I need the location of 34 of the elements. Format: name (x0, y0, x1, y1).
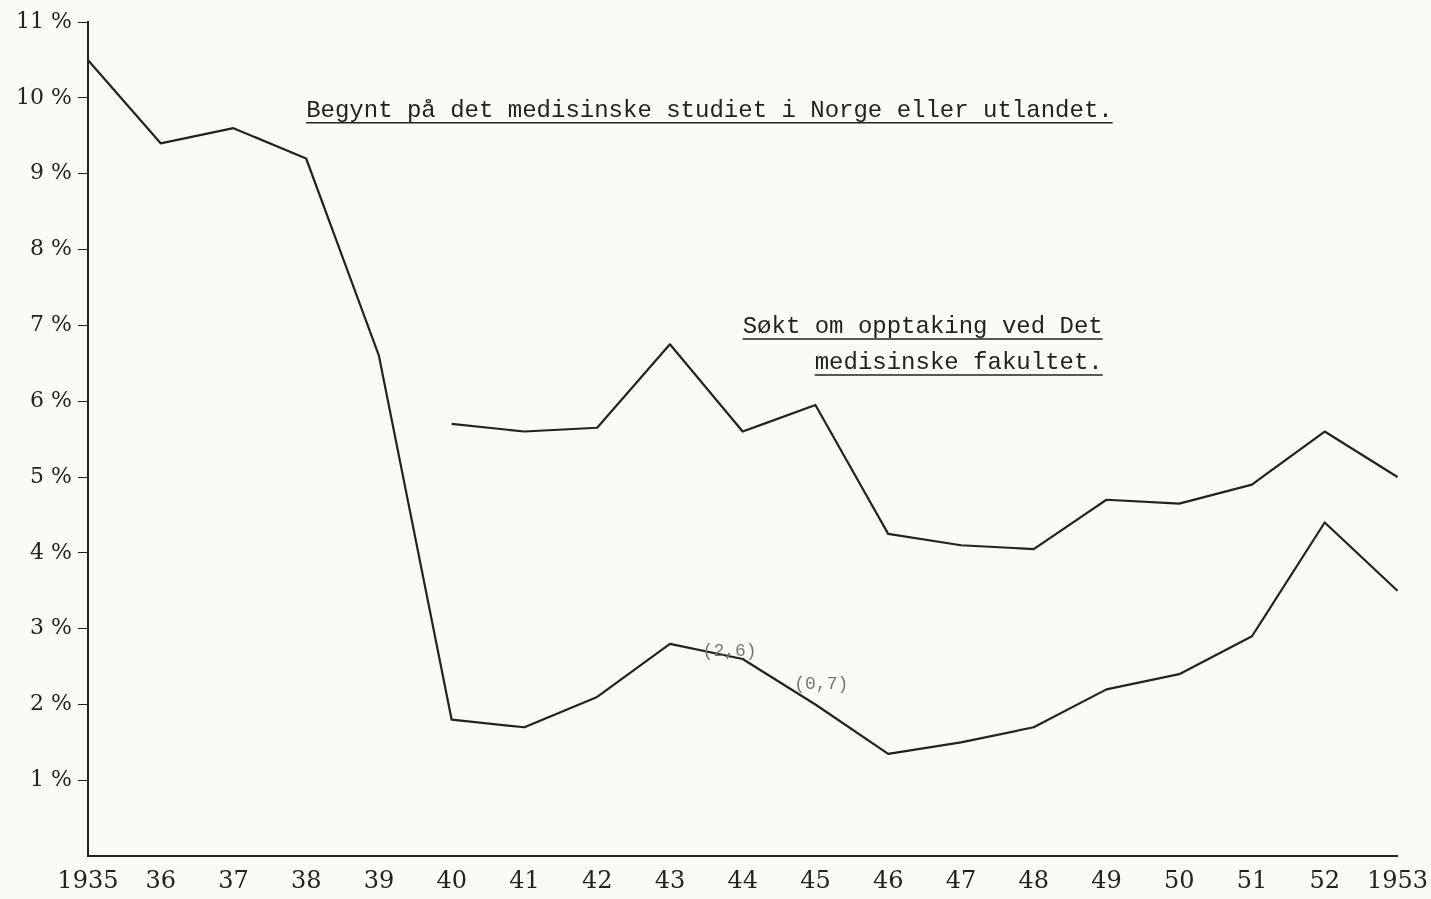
y-tick-label: 9 % (29, 159, 72, 185)
x-tick-label: 37 (218, 865, 249, 894)
y-tick-label: 10 % (15, 83, 72, 109)
x-tick-label: 48 (1018, 865, 1049, 894)
x-tick-label: 42 (581, 865, 613, 894)
x-tick-label: 49 (1091, 865, 1122, 894)
x-tick-label: 40 (436, 865, 467, 894)
x-tick-label: 36 (145, 865, 176, 894)
y-tick-label: 6 % (29, 386, 72, 412)
y-tick-label: 11 % (15, 7, 72, 33)
x-tick-label: 46 (872, 865, 904, 894)
y-tick-label: 5 % (29, 462, 72, 488)
y-tick-label: 7 % (29, 311, 72, 337)
x-tick-label: 45 (800, 865, 831, 894)
y-tick-label: 4 % (29, 538, 72, 564)
y-tick-label: 3 % (29, 614, 72, 640)
x-tick-label: 50 (1163, 865, 1195, 894)
series-label: Begynt på det medisinske studiet i Norge eller utlandet. (306, 96, 1113, 124)
x-tick-label: 39 (363, 865, 395, 894)
x-tick-label: 44 (727, 865, 758, 894)
x-tick-label: 52 (1309, 865, 1340, 894)
annotation: (2,6) (702, 640, 757, 661)
x-tick-label: 1953 (1366, 865, 1428, 894)
x-tick-label: 47 (945, 865, 977, 894)
y-tick-label: 2 % (29, 690, 72, 716)
y-tick-label: 8 % (29, 235, 72, 261)
x-tick-label: 41 (509, 865, 540, 894)
annotation: (0,7) (794, 674, 849, 695)
y-tick-label: 1 % (29, 766, 72, 792)
x-tick-label: 38 (290, 865, 322, 894)
x-tick-label: 43 (654, 865, 686, 894)
series-label: Søkt om opptaking ved Det medisinske fakultet. (742, 312, 1103, 376)
x-tick-label: 51 (1236, 865, 1268, 894)
x-tick-label: 1935 (57, 865, 119, 894)
